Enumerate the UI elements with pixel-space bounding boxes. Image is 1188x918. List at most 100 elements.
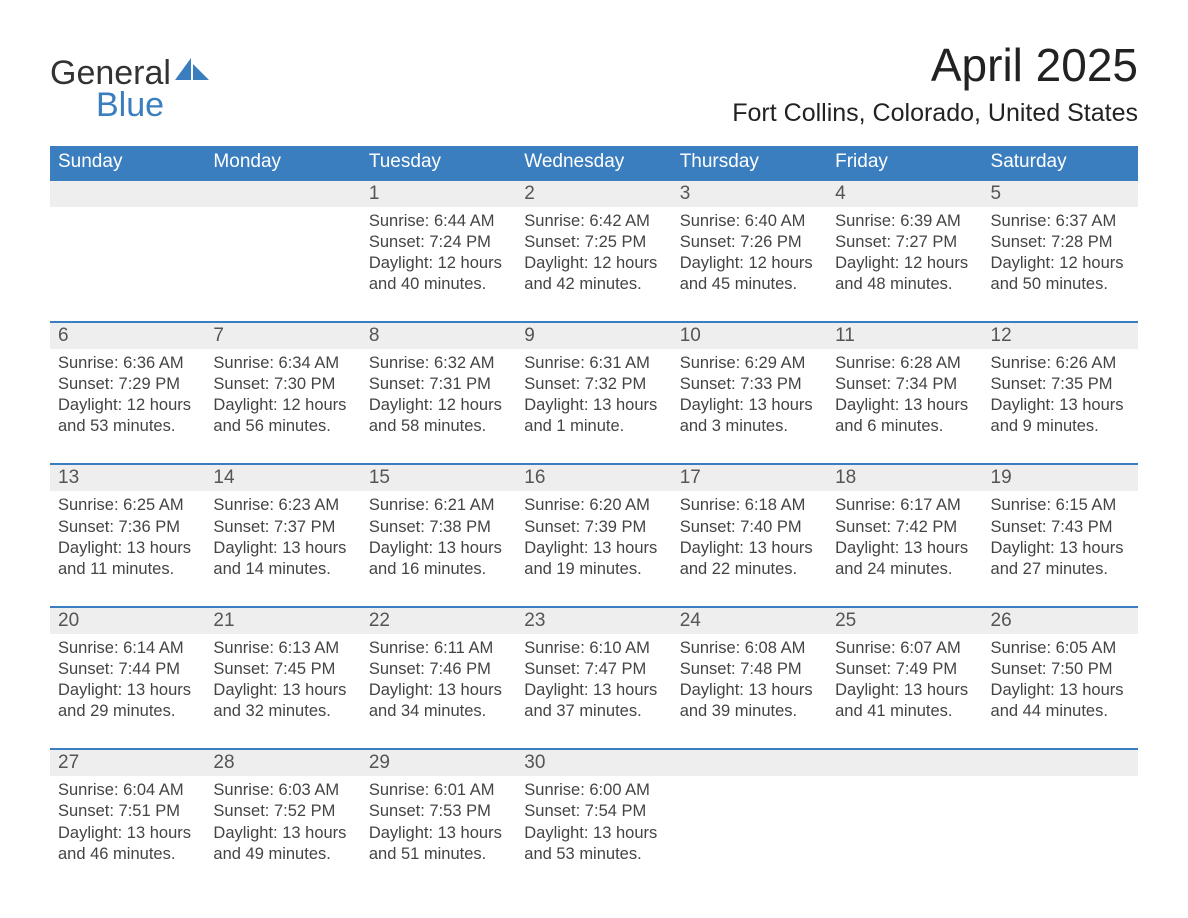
day-body: Sunrise: 6:17 AMSunset: 7:42 PMDaylight:…	[827, 491, 982, 579]
calendar-day: 2 Sunrise: 6:42 AMSunset: 7:25 PMDaylight…	[516, 181, 671, 303]
day-body: Sunrise: 6:11 AMSunset: 7:46 PMDaylight:…	[361, 634, 516, 722]
sunrise-label: Sunrise: 6:04 AM	[58, 780, 197, 801]
day-number-band: 6	[50, 323, 205, 349]
day-number: 12	[991, 325, 1012, 346]
day-body: Sunrise: 6:01 AMSunset: 7:53 PMDaylight:…	[361, 776, 516, 864]
sunrise-label: Sunrise: 6:05 AM	[991, 638, 1130, 659]
day-number: 26	[991, 610, 1012, 631]
sunrise-label: Sunrise: 6:10 AM	[524, 638, 663, 659]
day-number-band: 12	[983, 323, 1138, 349]
day-number-band: 21	[205, 608, 360, 634]
sunset-label: Sunset: 7:30 PM	[213, 374, 352, 395]
sunrise-label: Sunrise: 6:39 AM	[835, 211, 974, 232]
daylight-label-2: and 50 minutes.	[991, 274, 1130, 295]
calendar: Sunday Monday Tuesday Wednesday Thursday…	[50, 146, 1138, 873]
day-number-band: 4	[827, 181, 982, 207]
day-number-band: 10	[672, 323, 827, 349]
sunset-label: Sunset: 7:26 PM	[680, 232, 819, 253]
sunset-label: Sunset: 7:53 PM	[369, 801, 508, 822]
sunrise-label: Sunrise: 6:37 AM	[991, 211, 1130, 232]
logo: General Blue	[50, 52, 209, 122]
daylight-label-2: and 41 minutes.	[835, 701, 974, 722]
daylight-label-1: Daylight: 13 hours	[680, 395, 819, 416]
day-number-band: 25	[827, 608, 982, 634]
sunset-label: Sunset: 7:31 PM	[369, 374, 508, 395]
day-number: 19	[991, 467, 1012, 488]
day-number: 10	[680, 325, 701, 346]
calendar-day: 14Sunrise: 6:23 AMSunset: 7:37 PMDayligh…	[205, 465, 360, 587]
day-body: Sunrise: 6:42 AMSunset: 7:25 PMDaylight:…	[516, 207, 671, 295]
sunset-label: Sunset: 7:43 PM	[991, 517, 1130, 538]
day-number: 4	[835, 183, 846, 204]
day-number-band: 29	[361, 750, 516, 776]
day-number: 24	[680, 610, 701, 631]
daylight-label-2: and 27 minutes.	[991, 559, 1130, 580]
calendar-day: 10Sunrise: 6:29 AMSunset: 7:33 PMDayligh…	[672, 323, 827, 445]
daylight-label-1: Daylight: 13 hours	[680, 680, 819, 701]
day-body: Sunrise: 6:37 AMSunset: 7:28 PMDaylight:…	[983, 207, 1138, 295]
day-number-band: 13	[50, 465, 205, 491]
day-number: 5	[991, 183, 1002, 204]
day-body: Sunrise: 6:28 AMSunset: 7:34 PMDaylight:…	[827, 349, 982, 437]
calendar-day: 22Sunrise: 6:11 AMSunset: 7:46 PMDayligh…	[361, 608, 516, 730]
calendar-day: 25Sunrise: 6:07 AMSunset: 7:49 PMDayligh…	[827, 608, 982, 730]
calendar-day: 12Sunrise: 6:26 AMSunset: 7:35 PMDayligh…	[983, 323, 1138, 445]
day-number: 15	[369, 467, 390, 488]
daylight-label-2: and 42 minutes.	[524, 274, 663, 295]
sunrise-label: Sunrise: 6:42 AM	[524, 211, 663, 232]
daylight-label-1: Daylight: 13 hours	[213, 538, 352, 559]
sunrise-label: Sunrise: 6:28 AM	[835, 353, 974, 374]
calendar-day: 29Sunrise: 6:01 AMSunset: 7:53 PMDayligh…	[361, 750, 516, 872]
logo-text-1: General	[50, 56, 171, 90]
day-body: Sunrise: 6:21 AMSunset: 7:38 PMDaylight:…	[361, 491, 516, 579]
day-number-band: 16	[516, 465, 671, 491]
calendar-day: 17Sunrise: 6:18 AMSunset: 7:40 PMDayligh…	[672, 465, 827, 587]
day-number: 27	[58, 752, 79, 773]
day-number: 14	[213, 467, 234, 488]
sunrise-label: Sunrise: 6:08 AM	[680, 638, 819, 659]
day-number-band: 19	[983, 465, 1138, 491]
sunrise-label: Sunrise: 6:29 AM	[680, 353, 819, 374]
day-number-band	[205, 181, 360, 207]
daylight-label-1: Daylight: 12 hours	[680, 253, 819, 274]
calendar-day	[983, 750, 1138, 872]
day-body: Sunrise: 6:36 AMSunset: 7:29 PMDaylight:…	[50, 349, 205, 437]
day-body: Sunrise: 6:13 AMSunset: 7:45 PMDaylight:…	[205, 634, 360, 722]
daylight-label-2: and 19 minutes.	[524, 559, 663, 580]
daylight-label-2: and 56 minutes.	[213, 416, 352, 437]
day-number-band: 9	[516, 323, 671, 349]
title-block: April 2025 Fort Collins, Colorado, Unite…	[732, 40, 1138, 128]
day-body: Sunrise: 6:05 AMSunset: 7:50 PMDaylight:…	[983, 634, 1138, 722]
day-body: Sunrise: 6:39 AMSunset: 7:27 PMDaylight:…	[827, 207, 982, 295]
daylight-label-2: and 11 minutes.	[58, 559, 197, 580]
dow-thursday: Thursday	[672, 146, 827, 179]
sunset-label: Sunset: 7:24 PM	[369, 232, 508, 253]
calendar-day: 28Sunrise: 6:03 AMSunset: 7:52 PMDayligh…	[205, 750, 360, 872]
daylight-label-1: Daylight: 12 hours	[524, 253, 663, 274]
daylight-label-1: Daylight: 12 hours	[991, 253, 1130, 274]
day-body: Sunrise: 6:04 AMSunset: 7:51 PMDaylight:…	[50, 776, 205, 864]
calendar-day: 3Sunrise: 6:40 AMSunset: 7:26 PMDaylight…	[672, 181, 827, 303]
logo-line1: General	[50, 52, 209, 90]
day-number-band: 23	[516, 608, 671, 634]
calendar-day: 24Sunrise: 6:08 AMSunset: 7:48 PMDayligh…	[672, 608, 827, 730]
daylight-label-2: and 51 minutes.	[369, 844, 508, 865]
calendar-day: 18Sunrise: 6:17 AMSunset: 7:42 PMDayligh…	[827, 465, 982, 587]
sunset-label: Sunset: 7:45 PM	[213, 659, 352, 680]
daylight-label-1: Daylight: 13 hours	[58, 680, 197, 701]
sunset-label: Sunset: 7:49 PM	[835, 659, 974, 680]
daylight-label-1: Daylight: 12 hours	[369, 253, 508, 274]
calendar-week: 6 Sunrise: 6:36 AMSunset: 7:29 PMDaylight…	[50, 321, 1138, 445]
dow-monday: Monday	[205, 146, 360, 179]
calendar-day: 11Sunrise: 6:28 AMSunset: 7:34 PMDayligh…	[827, 323, 982, 445]
day-body: Sunrise: 6:31 AMSunset: 7:32 PMDaylight:…	[516, 349, 671, 437]
calendar-day: 27 Sunrise: 6:04 AMSunset: 7:51 PMDayligh…	[50, 750, 205, 872]
day-number: 7	[213, 325, 224, 346]
day-number: 6	[58, 325, 69, 346]
day-body: Sunrise: 6:07 AMSunset: 7:49 PMDaylight:…	[827, 634, 982, 722]
daylight-label-1: Daylight: 13 hours	[991, 395, 1130, 416]
day-number-band: 3	[672, 181, 827, 207]
day-number: 2	[524, 183, 535, 204]
daylight-label-2: and 46 minutes.	[58, 844, 197, 865]
day-number-band	[50, 181, 205, 207]
